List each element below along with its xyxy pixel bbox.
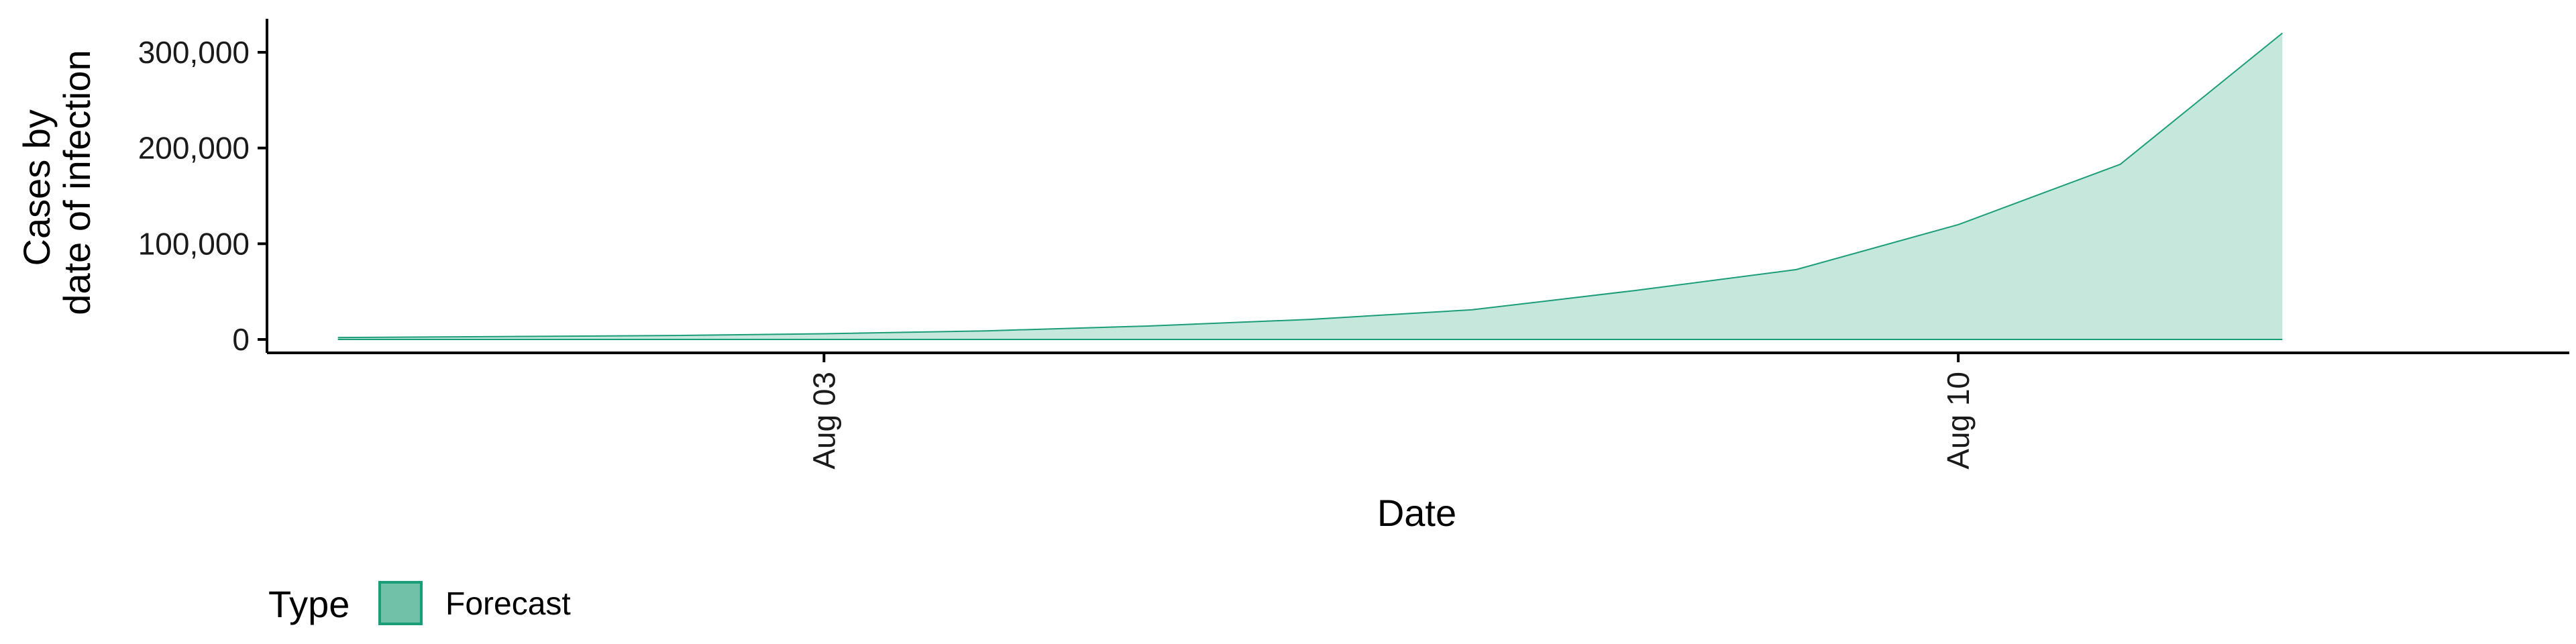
y-tick-label: 0 <box>232 322 250 357</box>
axes-layer <box>266 19 2569 354</box>
y-axis-title-line-1: Cases by <box>15 109 58 266</box>
y-axis-title-line-2: date of infection <box>56 50 98 315</box>
x-tick-label: Aug 03 <box>806 372 841 470</box>
x-axis-title: Date <box>1377 492 1456 534</box>
y-tick-label: 300,000 <box>138 35 250 70</box>
y-tick-label: 200,000 <box>138 131 250 166</box>
area-layer <box>337 32 2283 340</box>
area-upper-line <box>337 32 2283 339</box>
legend-title: Type <box>268 583 350 625</box>
legend: Type Forecast <box>268 581 571 625</box>
x-axis-ticks: Aug 03 Aug 10 <box>806 353 1976 470</box>
y-axis-ticks: 0 100,000 200,000 300,000 <box>138 35 267 357</box>
legend-key-forecast <box>378 581 423 625</box>
y-tick-label: 100,000 <box>138 226 250 261</box>
area-forecast <box>337 33 2283 340</box>
y-axis-title: Cases by date of infection <box>15 50 98 315</box>
x-tick-label: Aug 10 <box>1941 372 1976 470</box>
legend-label-forecast: Forecast <box>445 586 571 622</box>
